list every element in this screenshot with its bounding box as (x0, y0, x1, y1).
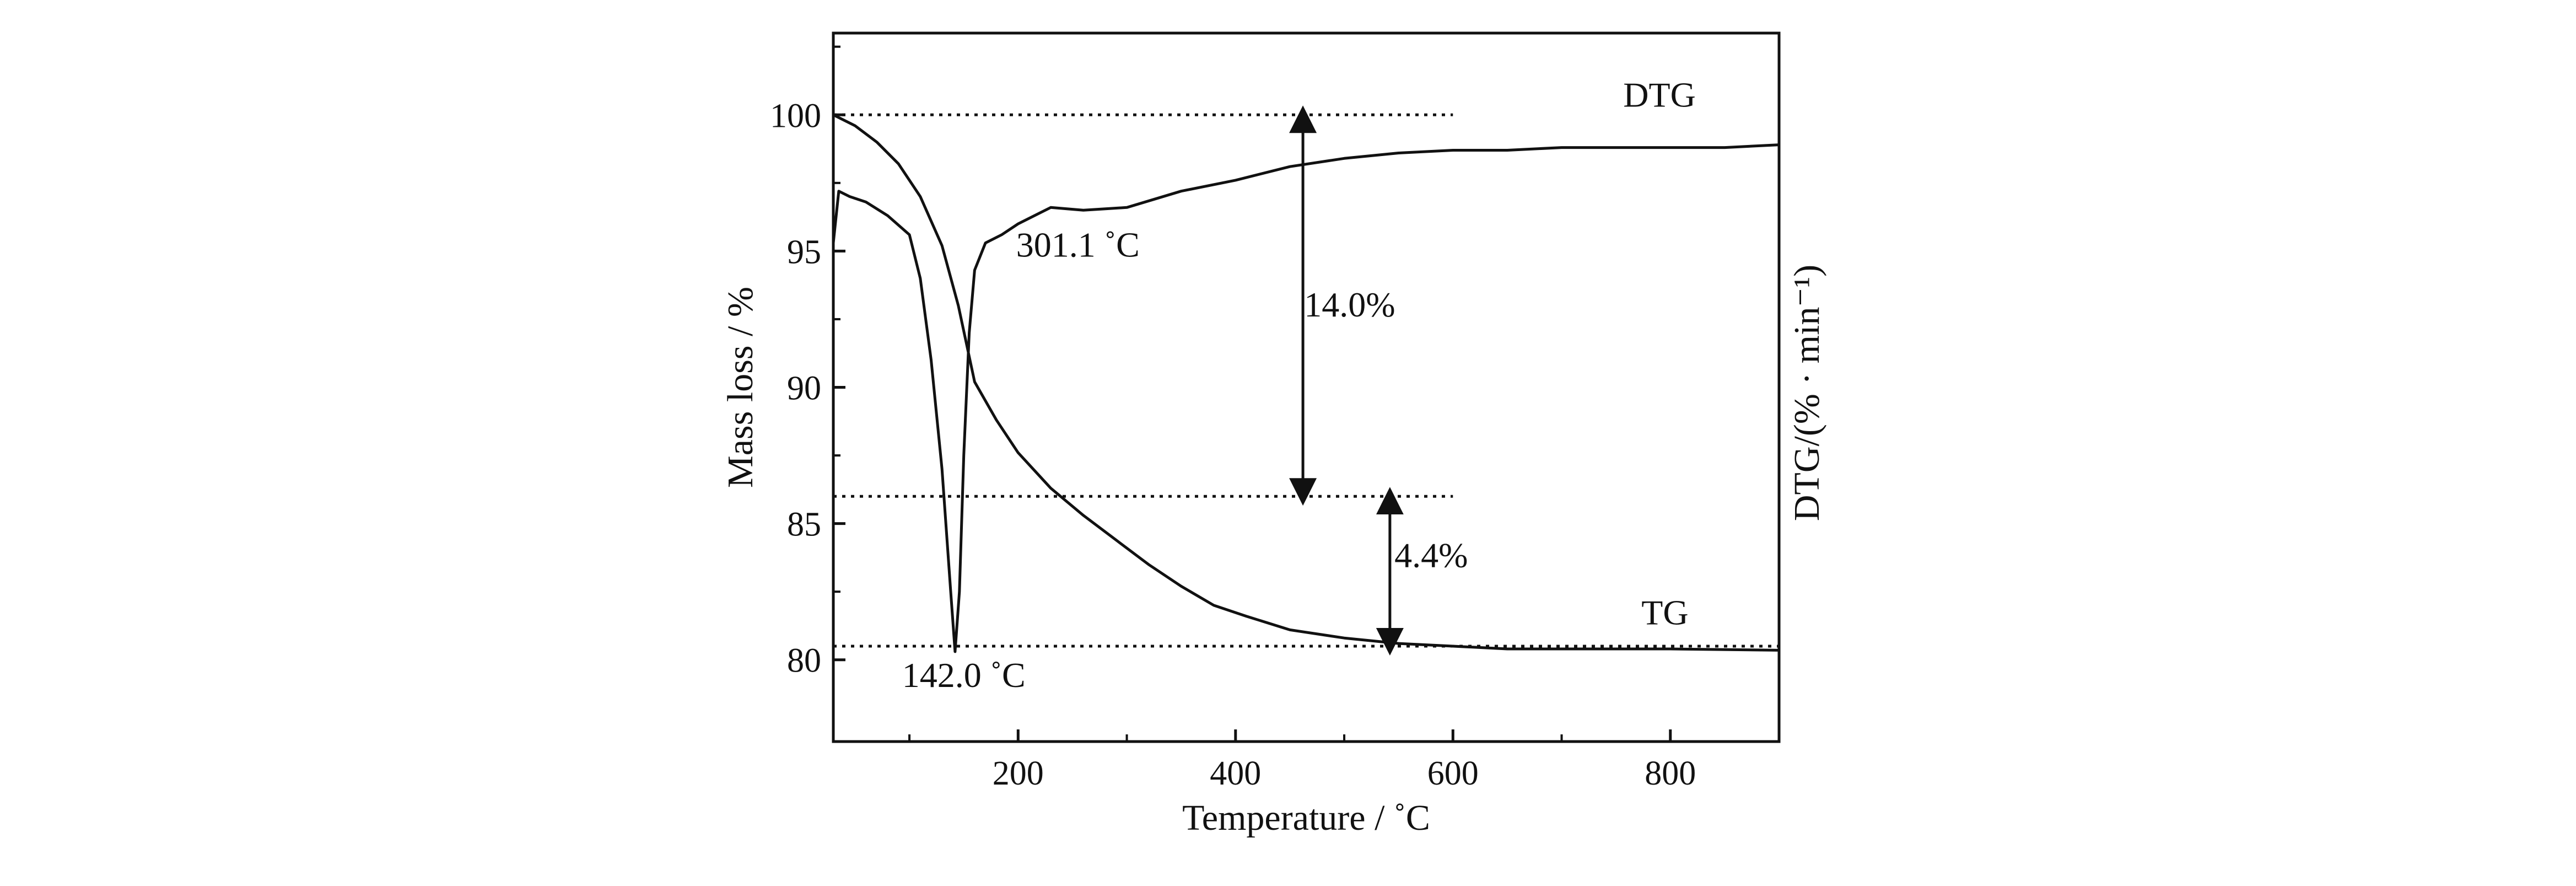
series-dtg-line (832, 143, 1780, 653)
x-tick-label-400: 400 (1210, 755, 1261, 792)
annotation-0: DTG (1623, 75, 1696, 114)
y-axis-label-left: Mass loss / % (720, 287, 761, 488)
x-tick-label-200: 200 (993, 755, 1044, 792)
y-tick-label-90: 90 (787, 370, 821, 407)
annotation-5: 4.4% (1394, 536, 1468, 575)
series-layer (832, 114, 1780, 653)
reference-lines (833, 113, 1779, 648)
x-axis-label: Temperature / ˚C (1182, 798, 1430, 838)
y-tick-label-80: 80 (787, 642, 821, 680)
annotation-2: 301.1 ˚C (1016, 225, 1140, 264)
series-tg-line (832, 114, 1780, 652)
x-tick-label-800: 800 (1645, 755, 1696, 792)
arrows-layer (1289, 105, 1404, 656)
y-tick-label-95: 95 (787, 233, 821, 271)
annotation-1: TG (1641, 593, 1688, 632)
y-tick-label-85: 85 (787, 506, 821, 544)
axes-layer (832, 31, 1781, 743)
y-axis-label-right: DTG/(% · min⁻¹) (1787, 265, 1827, 521)
y-tick-label-100: 100 (770, 97, 821, 135)
plot-frame (832, 31, 1781, 743)
annotation-3: 142.0 ˚C (902, 656, 1026, 695)
annotation-4: 14.0% (1304, 285, 1395, 324)
x-tick-label-600: 600 (1427, 755, 1479, 792)
text-layer: Temperature / ˚C Mass loss / % DTG/(% · … (720, 75, 1827, 838)
